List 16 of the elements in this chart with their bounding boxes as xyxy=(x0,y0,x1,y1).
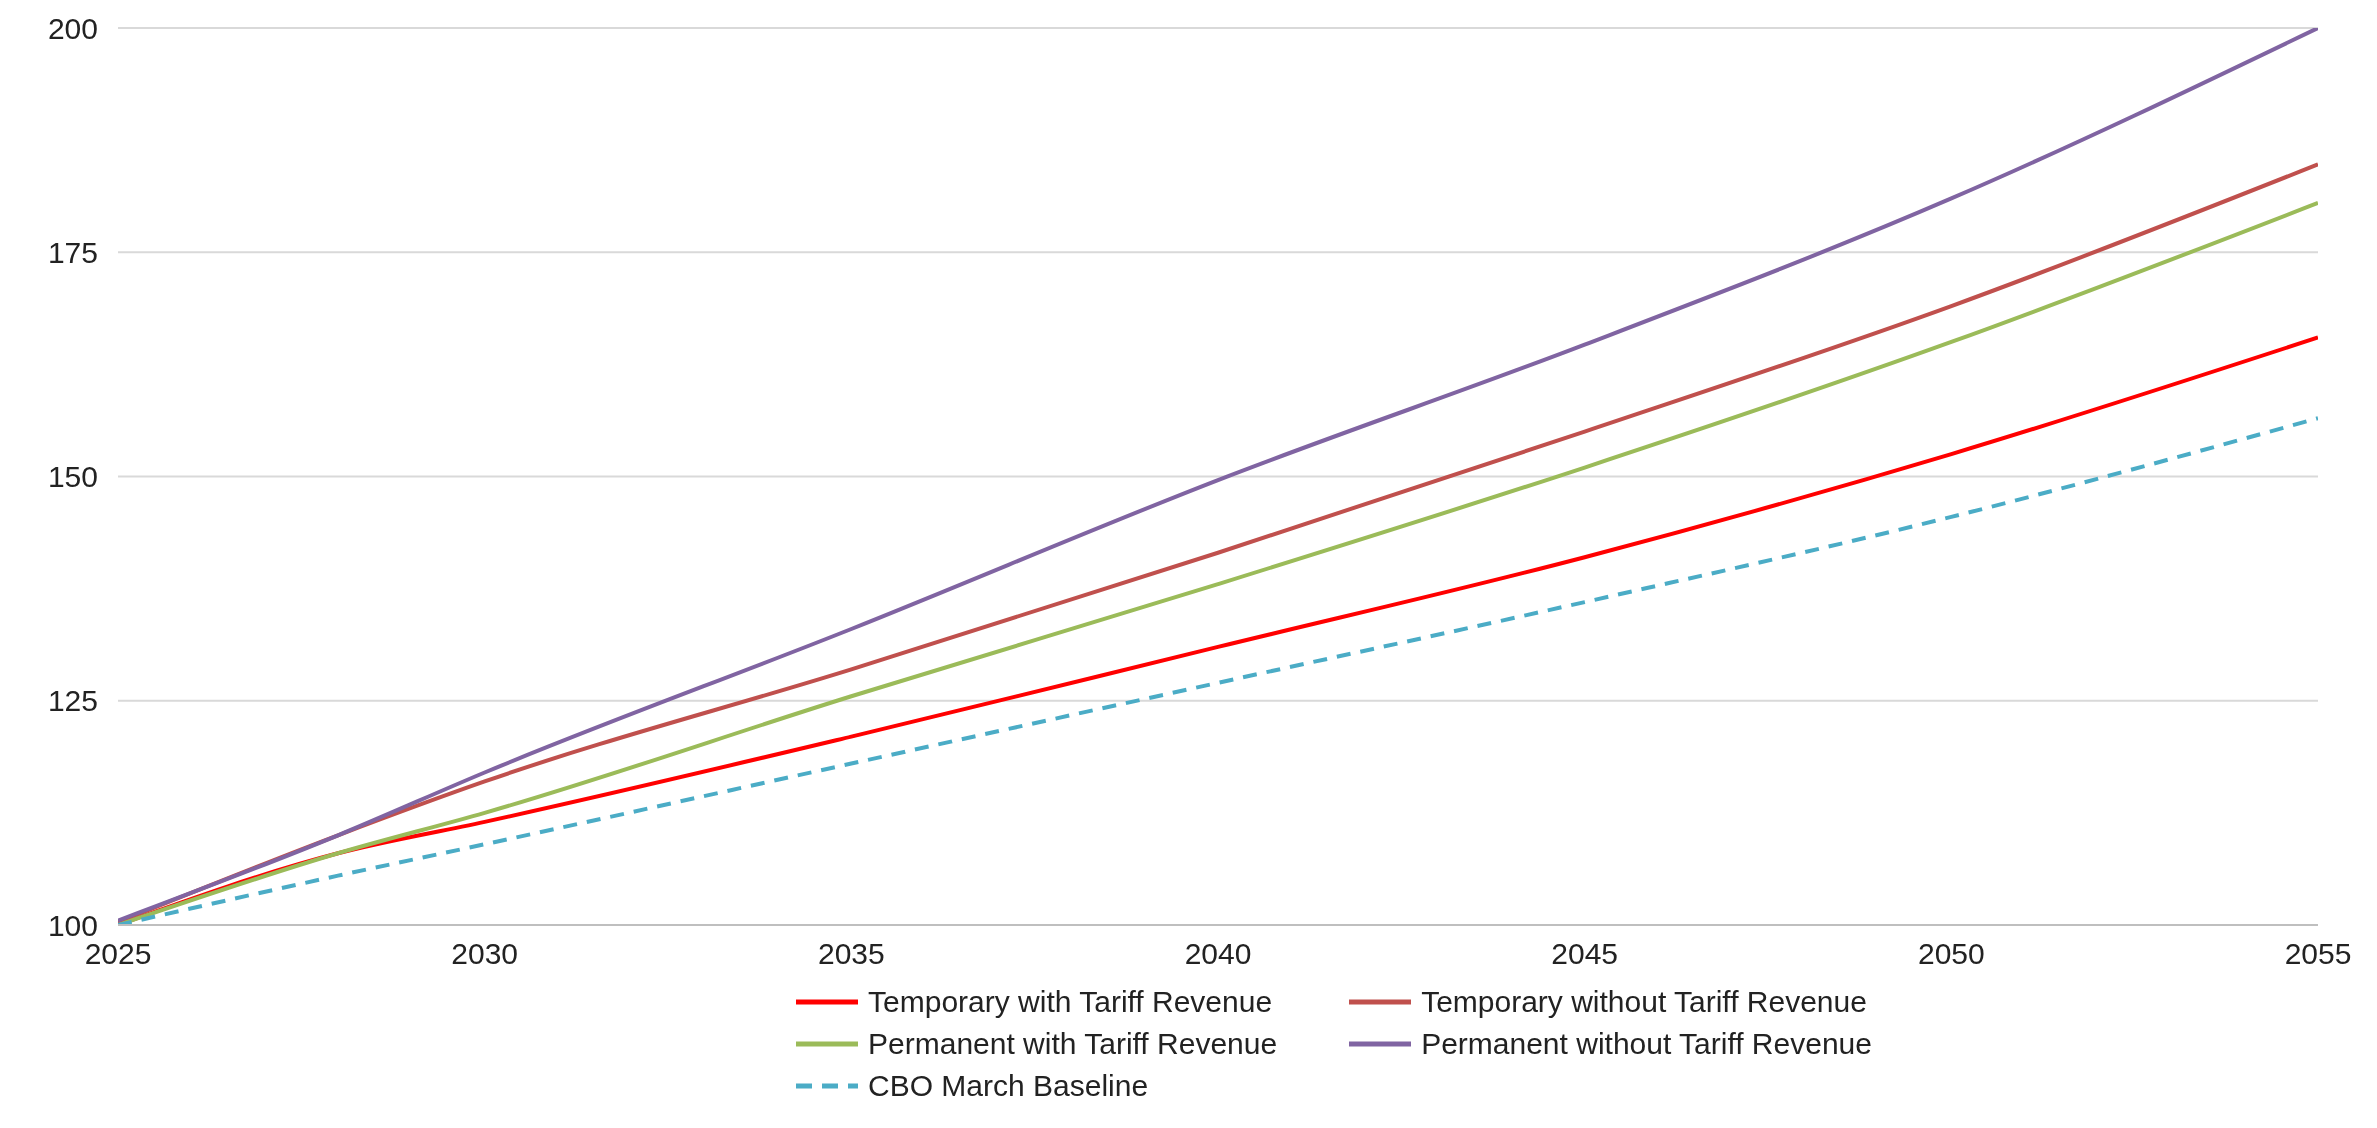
y-tick-label: 200 xyxy=(47,11,98,45)
legend-label: Temporary without Tariff Revenue xyxy=(1421,985,1867,1019)
y-tick-label: 175 xyxy=(47,235,98,269)
x-tick-label: 2045 xyxy=(1551,937,1619,971)
x-tick-label: 2040 xyxy=(1184,937,1252,971)
x-tick-label: 2050 xyxy=(1917,937,1985,971)
line-series xyxy=(118,28,2318,923)
y-tick-label: 125 xyxy=(47,684,98,718)
legend-label: Permanent with Tariff Revenue xyxy=(868,1027,1278,1061)
x-tick-label: 2035 xyxy=(817,937,885,971)
x-tick-label: 2055 xyxy=(2284,937,2352,971)
y-tick-label: 150 xyxy=(47,460,98,494)
x-tick-label: 2030 xyxy=(451,937,519,971)
legend-label: Temporary with Tariff Revenue xyxy=(868,985,1273,1019)
legend-label: Permanent without Tariff Revenue xyxy=(1421,1027,1872,1061)
legend-label: CBO March Baseline xyxy=(868,1069,1149,1103)
